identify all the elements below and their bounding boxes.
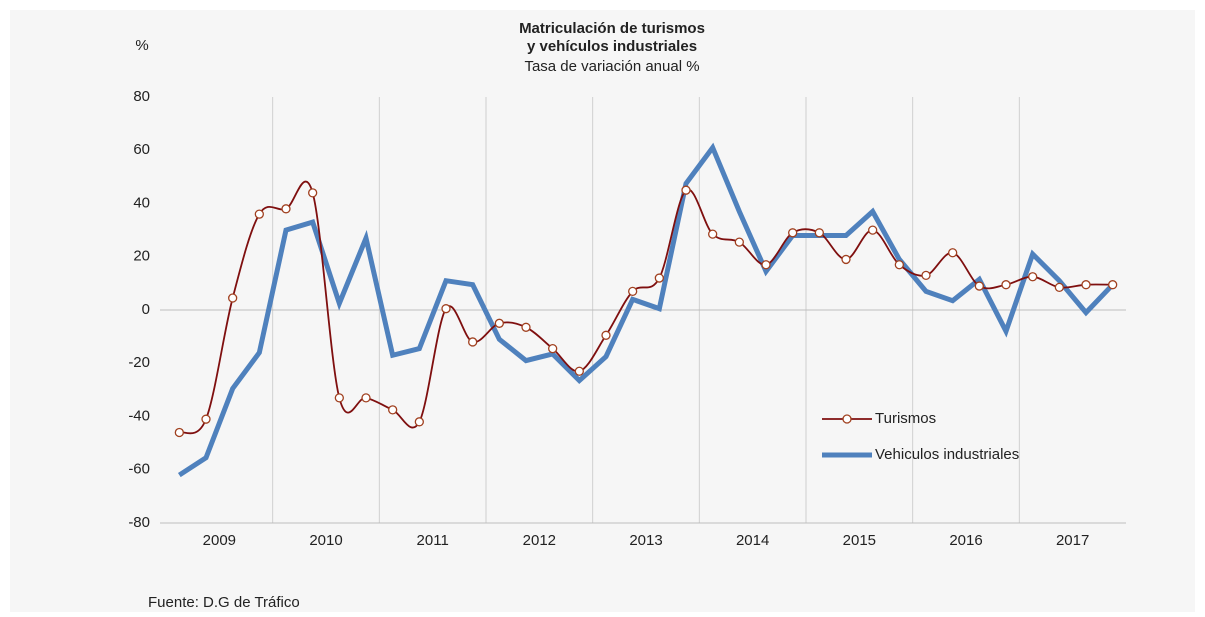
point-marker <box>681 185 691 195</box>
point-marker <box>441 304 451 314</box>
point-marker <box>414 417 424 427</box>
x-tick-label: 2012 <box>523 532 556 549</box>
point-marker <box>308 188 318 198</box>
x-tick-label: 2016 <box>949 532 982 549</box>
point-marker <box>388 405 398 415</box>
point-marker <box>734 237 744 247</box>
point-marker <box>334 393 344 403</box>
point-marker <box>468 337 478 347</box>
x-tick-label: 2013 <box>629 532 662 549</box>
point-marker <box>788 228 798 238</box>
y-tick-label: -40 <box>128 407 150 424</box>
point-marker <box>814 228 824 238</box>
x-tick-label: 2017 <box>1056 532 1089 549</box>
series-line <box>177 142 1115 478</box>
point-marker <box>521 322 531 332</box>
point-marker <box>494 318 504 328</box>
legend-marker <box>842 414 852 424</box>
legend-label: Vehiculos industriales <box>875 446 1019 463</box>
y-tick-label: 20 <box>133 248 150 265</box>
y-tick-label: 80 <box>133 88 150 105</box>
y-tick-label: 60 <box>133 141 150 158</box>
point-marker <box>654 273 664 283</box>
chart-title: Matriculación de turismos <box>519 20 705 37</box>
x-tick-label: 2011 <box>417 532 449 549</box>
y-tick-label: -60 <box>128 461 150 478</box>
point-marker <box>361 393 371 403</box>
point-marker <box>548 343 558 354</box>
point-marker <box>1001 280 1011 290</box>
point-marker <box>1054 282 1064 293</box>
chart-background <box>10 10 1195 612</box>
y-tick-label: 40 <box>133 194 150 211</box>
y-unit: % <box>135 37 148 54</box>
x-tick-label: 2014 <box>736 532 769 549</box>
point-marker <box>174 427 184 438</box>
y-tick-label: -80 <box>128 514 150 531</box>
point-marker <box>254 209 264 219</box>
point-marker <box>841 254 851 265</box>
point-marker <box>574 366 584 376</box>
point-marker <box>281 204 291 214</box>
point-marker <box>628 286 638 297</box>
point-marker <box>974 281 984 291</box>
point-marker <box>201 414 211 424</box>
point-marker <box>948 248 958 258</box>
point-marker <box>1028 272 1038 282</box>
source: Fuente: D.G de Tráfico <box>148 594 300 611</box>
chart-title: y vehículos industriales <box>527 38 697 55</box>
point-marker <box>601 330 611 340</box>
point-marker <box>1108 280 1118 290</box>
chart-subtitle: Tasa de variación anual % <box>524 58 699 75</box>
point-marker <box>761 260 771 270</box>
y-tick-label: -20 <box>128 354 150 371</box>
point-marker <box>228 293 238 303</box>
x-tick-label: 2010 <box>309 532 342 549</box>
point-marker <box>1081 280 1091 290</box>
point-marker <box>868 225 878 235</box>
point-marker <box>894 260 904 270</box>
x-tick-label: 2015 <box>843 532 876 549</box>
x-tick-label: 2009 <box>203 532 236 549</box>
y-tick-label: 0 <box>142 301 150 318</box>
point-marker <box>708 229 718 239</box>
point-marker <box>921 270 931 281</box>
legend-label: Turismos <box>875 410 936 427</box>
